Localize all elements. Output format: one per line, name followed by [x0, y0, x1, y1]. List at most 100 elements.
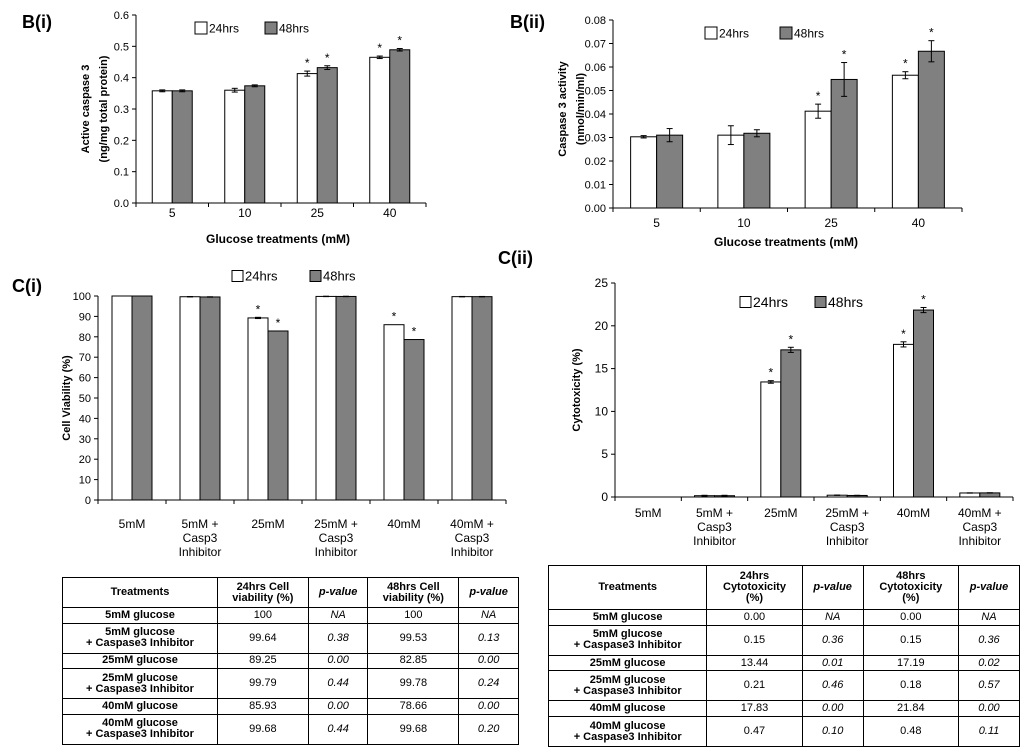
cii-significance-star: *: [901, 327, 906, 341]
ci-category-label-line: 5mM +: [181, 517, 218, 531]
cii-category-label-line: Casp3: [697, 520, 732, 534]
cytotoxicity-table-value-cell: 0.10: [801, 716, 864, 747]
bi-legend-label: 24hrs: [209, 21, 239, 35]
ci-category-label-line: Casp3: [455, 531, 490, 545]
bii-legend-label: 24hrs: [719, 26, 749, 40]
cytotoxicity-table-value-cell: 13.44: [706, 654, 803, 672]
bii-bar: [656, 134, 684, 209]
bii-category-label: 25: [824, 216, 838, 230]
viability-table-column-header: p-value: [307, 577, 369, 608]
ci-bar: [267, 330, 289, 501]
viability-table-treatment-cell: 5mM glucose: [62, 607, 218, 624]
ci-category-label: 25mM + Casp3 Inhibitor: [314, 517, 358, 559]
viability-table-treatment-cell: 25mM glucose: [62, 652, 218, 670]
ci-category-label-line: 25mM: [251, 517, 284, 531]
panel-label-b-ii: B(ii): [510, 12, 545, 32]
bi-category-label: 5: [169, 206, 176, 220]
cytotoxicity-table-value-cell: 0.36: [801, 624, 864, 656]
bi-category-label-line: 5: [169, 206, 176, 220]
cytotoxicity-table-value-cell: 21.84: [862, 700, 959, 718]
ci-bar: [471, 296, 493, 501]
viability-table-value-cell: 0.00: [307, 698, 369, 715]
cii-significance-star: *: [788, 332, 793, 346]
ci-category-label: 40mM + Casp3 Inhibitor: [450, 517, 494, 559]
cytotoxicity-table-treatment-cell: 25mM glucose + Caspase3 Inhibitor: [547, 670, 708, 702]
bi-y-tick-label: 0.4: [114, 73, 129, 85]
cytotoxicity-table-header-row: Treatments 24hrs Cytotoxicity (%) p-value 48h…: [547, 564, 1021, 611]
cii-legend-label: 24hrs: [753, 294, 788, 310]
viability-table: Treatments 24hrs Cell viability (%) p-value…: [62, 577, 519, 746]
bi-significance-star: *: [377, 41, 382, 55]
viability-table-value-cell: 100: [216, 607, 309, 624]
cytotoxicity-table-value-cell: NA: [957, 609, 1021, 626]
viability-table-column-header: 48hrs Cell viability (%): [367, 577, 460, 608]
viability-table-treatment-cell: 25mM glucose + Caspase3 Inhibitor: [62, 668, 218, 700]
cii-category-label-line: Inhibitor: [826, 534, 869, 548]
viability-table-value-cell: 0.13: [458, 622, 519, 654]
bii-bar: [717, 134, 745, 209]
ci-bar: [451, 296, 473, 501]
bii-legend-swatch: [704, 26, 718, 40]
cii-category-label-line: Inhibitor: [958, 534, 1001, 548]
ci-category-label-line: Inhibitor: [315, 545, 358, 559]
bi-category-label-line: 10: [238, 206, 252, 220]
bi-category-label: 25: [311, 206, 325, 220]
bii-bar: [917, 50, 945, 209]
bii-category-label: 40: [912, 216, 926, 230]
cytotoxicity-table-value-cell: 0.00: [957, 700, 1021, 718]
cytotoxicity-table: Treatments 24hrs Cytotoxicity (%) p-value 48h…: [547, 564, 1021, 747]
cii-category-label-line: 25mM +: [825, 506, 869, 520]
cytotoxicity-table-row: 5mM glucose + Caspase3 Inhibitor 0.15 0.36 0…: [547, 624, 1021, 656]
cytotoxicity-table-value-cell: 0.18: [862, 670, 959, 702]
bii-bar: [891, 74, 919, 209]
ci-legend-swatch: [309, 270, 322, 282]
viability-table-value-cell: 85.93: [216, 698, 309, 715]
ci-y-tick-label: 10: [79, 475, 91, 487]
bi-y-tick-label: 0.1: [114, 167, 129, 179]
cii-significance-star: *: [768, 366, 773, 380]
ci-category-label-line: 25mM +: [314, 517, 358, 531]
bi-category-label: 40: [383, 206, 397, 220]
viability-table-value-cell: 78.66: [367, 698, 460, 715]
viability-table-value-cell: NA: [458, 607, 519, 624]
cii-category-label: 25mM: [764, 506, 797, 520]
viability-table-row: 25mM glucose 89.25 0.00 82.85 0.00: [62, 652, 519, 670]
bii-significance-star: *: [903, 57, 908, 71]
bii-bar: [830, 78, 858, 209]
bi-significance-star: *: [325, 51, 330, 65]
bii-y-tick-label: 0.01: [585, 180, 606, 192]
cytotoxicity-table-treatment-cell: 40mM glucose + Caspase3 Inhibitor: [547, 716, 708, 747]
bi-y-axis-label: Active caspase 3: [80, 65, 92, 154]
bii-significance-star: *: [816, 89, 821, 103]
cii-significance-star: *: [921, 292, 926, 306]
viability-table-value-cell: 99.53: [367, 622, 460, 654]
bi-bar: [151, 90, 173, 204]
cytotoxicity-table-value-cell: 0.47: [706, 716, 803, 747]
cii-legend-swatch: [814, 296, 827, 308]
cytotoxicity-table-column-header: p-value: [957, 564, 1021, 611]
cii-category-label-line: 5mM: [635, 506, 662, 520]
cytotoxicity-table-value-cell: 0.15: [706, 624, 803, 656]
cii-y-axis-label: Cytotoxicity (%): [571, 348, 583, 431]
bii-legend-label: 48hrs: [794, 26, 824, 40]
bii-y-tick-label: 0.08: [585, 15, 606, 27]
cii-category-label: 25mM + Casp3 Inhibitor: [825, 506, 869, 548]
bi-significance-star: *: [305, 56, 310, 70]
viability-table-treatment-cell: 40mM glucose + Caspase3 Inhibitor: [62, 713, 218, 746]
bii-y-tick-label: 0.00: [585, 203, 606, 215]
cii-category-label-line: 40mM +: [958, 506, 1002, 520]
viability-table-value-cell: 0.00: [458, 652, 519, 670]
bii-category-label: 10: [737, 216, 751, 230]
viability-table-row: 5mM glucose 100 NA 100 NA: [62, 607, 519, 624]
ci-significance-star: *: [276, 316, 281, 330]
cii-category-label-line: Inhibitor: [693, 534, 736, 548]
cytotoxicity-table-row: 25mM glucose 13.44 0.01 17.19 0.02: [547, 654, 1021, 672]
cytotoxicity-table-value-cell: 0.36: [957, 624, 1021, 656]
cytotoxicity-table-column-header: p-value: [801, 564, 864, 611]
ci-y-tick-label: 100: [73, 291, 91, 303]
viability-table-treatment-cell: 5mM glucose + Caspase3 Inhibitor: [62, 622, 218, 654]
cytotoxicity-table-treatment-cell: 40mM glucose: [547, 700, 708, 718]
ci-category-label-line: Inhibitor: [451, 545, 494, 559]
bii-y-tick-label: 0.07: [585, 39, 606, 51]
ci-y-axis-label: Cell Viability (%): [61, 355, 73, 441]
